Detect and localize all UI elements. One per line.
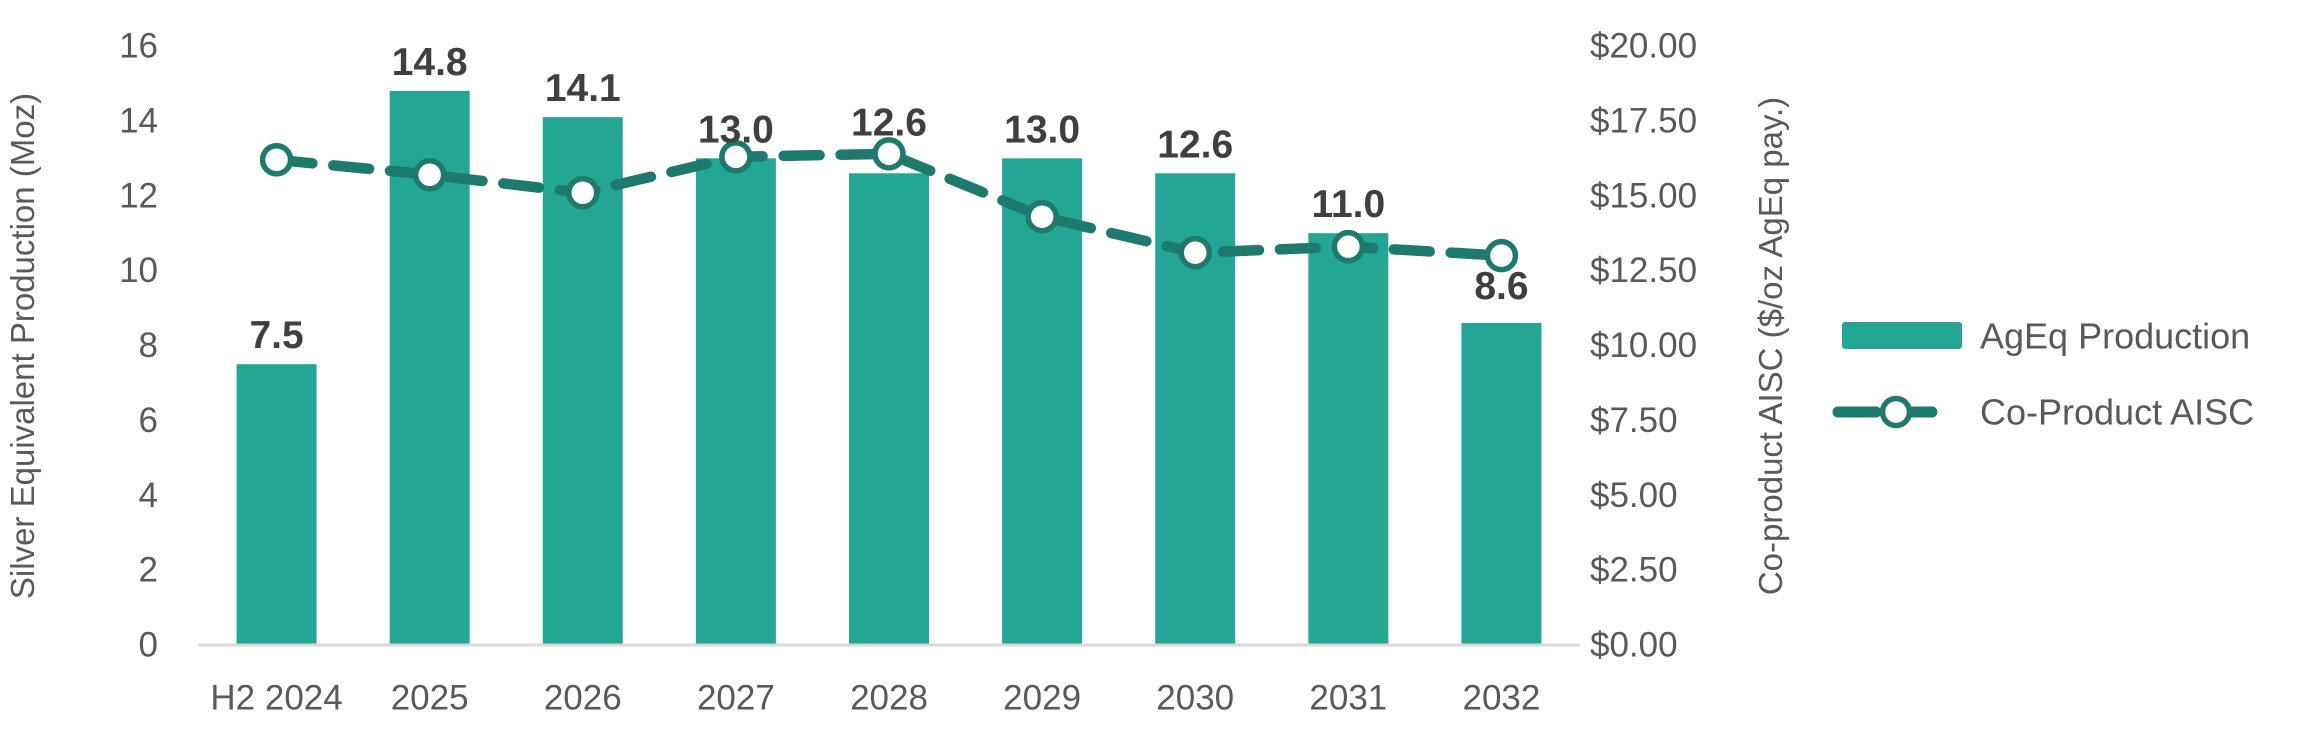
x-tick-2026: 2026 <box>544 679 622 718</box>
left-tick-10: 10 <box>119 251 158 290</box>
aisc-line-group <box>271 148 1507 261</box>
marker-2026 <box>566 176 600 210</box>
marker-2028 <box>872 137 906 171</box>
x-tick-2029: 2029 <box>1003 679 1081 718</box>
right-axis-ticks: $0.00 $2.50 $5.00 $7.50 $10.00 $12.50 $15.00 $1… <box>1590 27 1697 665</box>
value-label-2030: 12.6 <box>1157 123 1233 166</box>
legend: AgEq Production Co-Product AISC <box>1832 316 2254 433</box>
right-tick--17-50: $17.50 <box>1590 101 1697 140</box>
bar-value-labels-group: 7.5 14.8 14.1 13.0 12.6 13.0 12.6 11.0 8.6 <box>249 41 1528 357</box>
x-tick-2032: 2032 <box>1463 679 1541 718</box>
marker-h2-2024 <box>259 143 294 177</box>
right-tick--20-00: $20.00 <box>1590 27 1697 66</box>
right-tick--5-00: $5.00 <box>1590 476 1678 515</box>
value-label-2025: 14.8 <box>392 41 468 84</box>
legend-bar-swatch <box>1842 322 1962 349</box>
marker-2027 <box>719 140 753 174</box>
value-label-2029: 13.0 <box>1004 108 1080 151</box>
x-tick-2031: 2031 <box>1309 679 1387 718</box>
x-tick-2027: 2027 <box>697 679 775 718</box>
legend-bar-label: AgEq Production <box>1980 316 2250 357</box>
marker-2025 <box>412 158 447 192</box>
left-tick-4: 4 <box>139 476 158 515</box>
bar-2032 <box>1461 323 1542 645</box>
value-label-2026: 14.1 <box>545 67 621 110</box>
left-axis-ticks: 0 2 4 6 8 10 12 14 16 <box>119 27 158 665</box>
left-tick-0: 0 <box>139 626 158 665</box>
left-tick-8: 8 <box>139 326 158 365</box>
legend-line-swatch <box>1832 395 1954 429</box>
value-label-2027: 13.0 <box>698 108 774 151</box>
x-tick-2030: 2030 <box>1156 679 1234 718</box>
x-axis-ticks: H2 2024 2025 2026 2027 2028 2029 2030 2031 2032 <box>210 679 1540 718</box>
right-tick--10-00: $10.00 <box>1590 326 1697 365</box>
aisc-markers-group <box>259 137 1519 273</box>
x-tick-2028: 2028 <box>850 679 928 718</box>
left-axis-title: Silver Equivalent Production (Moz) <box>4 93 41 599</box>
x-tick-h2-2024: H2 2024 <box>210 679 342 718</box>
marker-2032 <box>1484 238 1519 273</box>
bar-2027 <box>695 158 776 645</box>
legend-open-circle-marker <box>1879 395 1913 429</box>
right-tick--2-50: $2.50 <box>1590 551 1678 590</box>
bar-2029 <box>1002 158 1083 645</box>
bar-2031 <box>1308 233 1389 645</box>
marker-2031 <box>1331 229 1366 264</box>
left-tick-16: 16 <box>119 27 158 66</box>
right-tick--12-50: $12.50 <box>1590 251 1697 290</box>
bar-h2-2024 <box>236 364 317 645</box>
value-label-2028: 12.6 <box>851 101 927 144</box>
left-tick-6: 6 <box>139 401 158 440</box>
bars-group <box>236 90 1542 646</box>
right-tick--15-00: $15.00 <box>1590 176 1697 215</box>
left-tick-2: 2 <box>139 551 158 590</box>
right-tick--7-50: $7.50 <box>1590 401 1678 440</box>
value-label-2031: 11.0 <box>1311 183 1385 226</box>
right-axis-title: Co-product AISC ($/oz AgEq pay.) <box>1752 97 1789 595</box>
left-tick-12: 12 <box>119 176 158 215</box>
left-tick-14: 14 <box>119 101 158 140</box>
legend-line-label: Co-Product AISC <box>1980 392 2254 433</box>
aisc-dashed-line <box>271 148 1507 261</box>
marker-2029 <box>1025 199 1059 234</box>
x-tick-2025: 2025 <box>391 679 469 718</box>
marker-2030 <box>1178 235 1212 270</box>
right-tick--0-00: $0.00 <box>1590 626 1678 665</box>
bar-2028 <box>849 173 929 645</box>
value-label-2032: 8.6 <box>1474 265 1528 308</box>
value-label-h2-2024: 7.5 <box>249 314 303 357</box>
